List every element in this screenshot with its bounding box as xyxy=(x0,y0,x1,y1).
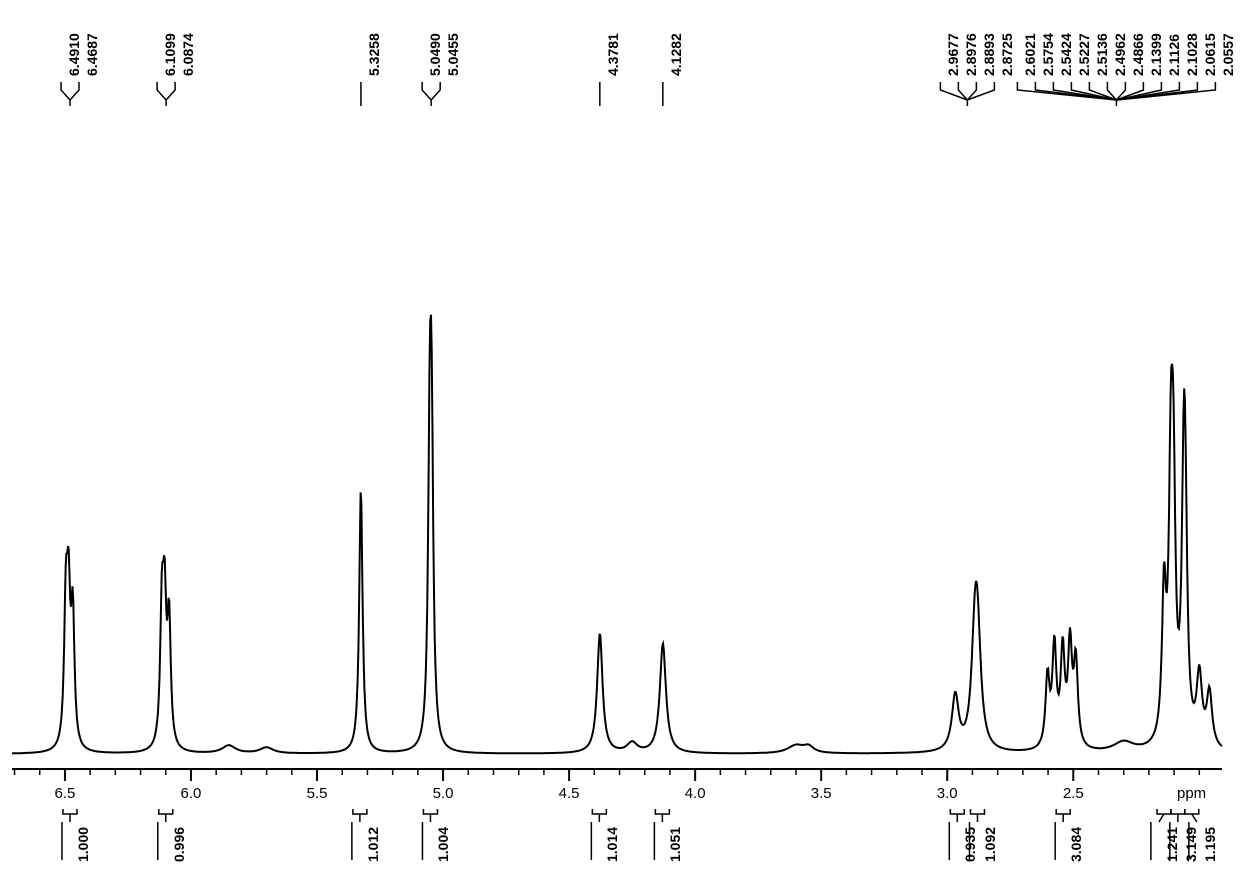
integral-label: 1.092 xyxy=(982,827,998,862)
peak-ppm-label: 2.6021 xyxy=(1022,33,1038,76)
peak-ppm-label: 2.5136 xyxy=(1094,33,1110,76)
peak-ppm-label: 4.3781 xyxy=(605,33,621,76)
peak-ppm-label: 2.8893 xyxy=(981,33,997,76)
axis-tick-label: 3.5 xyxy=(811,785,832,802)
integral-label: 1.004 xyxy=(435,827,451,862)
axis-tick-label: 3.0 xyxy=(937,785,958,802)
integral-label: 1.000 xyxy=(75,827,91,862)
peak-ppm-label: 6.4910 xyxy=(66,33,82,76)
peak-ppm-label: 6.1099 xyxy=(162,33,178,76)
axis-tick-label: 2.5 xyxy=(1063,785,1084,802)
integral-label: 3.149 xyxy=(1183,827,1199,862)
integral-label: 0.935 xyxy=(962,827,978,862)
spectrum-trace xyxy=(12,315,1222,754)
peak-ppm-label: 2.5754 xyxy=(1040,33,1056,76)
integral-label: 0.996 xyxy=(171,827,187,862)
axis-tick-label: 5.0 xyxy=(433,785,454,802)
integral-label: 1.012 xyxy=(365,827,381,862)
peak-ppm-label: 2.5424 xyxy=(1058,33,1074,76)
peak-ppm-label: 6.4687 xyxy=(84,33,100,76)
peak-ppm-label: 2.1399 xyxy=(1148,33,1164,76)
integral-label: 1.241 xyxy=(1164,827,1180,862)
axis-tick-label: 4.0 xyxy=(685,785,706,802)
peak-ppm-label: 2.1126 xyxy=(1166,34,1182,76)
peak-ppm-label: 2.8976 xyxy=(963,33,979,76)
axis-tick-label: 5.5 xyxy=(307,785,328,802)
peak-ppm-label: 2.1028 xyxy=(1184,33,1200,76)
peak-ppm-label: 2.4962 xyxy=(1112,33,1128,76)
axis-tick-label: 6.0 xyxy=(181,785,202,802)
integral-label: 1.051 xyxy=(667,827,683,862)
axis-tick-label: 6.5 xyxy=(55,785,76,802)
axis-tick-label: 4.5 xyxy=(559,785,580,802)
axis-unit-label: ppm xyxy=(1177,785,1206,802)
peak-ppm-label: 2.8725 xyxy=(999,33,1015,76)
integral-label: 1.195 xyxy=(1202,827,1218,862)
peak-ppm-label: 2.9677 xyxy=(945,33,961,76)
peak-ppm-label: 2.0615 xyxy=(1202,33,1218,76)
peak-ppm-label: 4.1282 xyxy=(668,33,684,76)
peak-ppm-label: 6.0874 xyxy=(180,33,196,76)
peak-ppm-label: 2.5227 xyxy=(1076,33,1092,76)
peak-ppm-label: 2.4866 xyxy=(1130,33,1146,76)
integral-label: 1.014 xyxy=(604,827,620,862)
peak-ppm-label: 5.0455 xyxy=(445,33,461,76)
integral-label: 3.084 xyxy=(1068,827,1084,862)
peak-ppm-label: 5.0490 xyxy=(427,33,443,76)
nmr-spectrum-plot xyxy=(0,0,1240,872)
peak-ppm-label: 2.0557 xyxy=(1220,33,1236,76)
peak-ppm-label: 5.3258 xyxy=(366,33,382,76)
